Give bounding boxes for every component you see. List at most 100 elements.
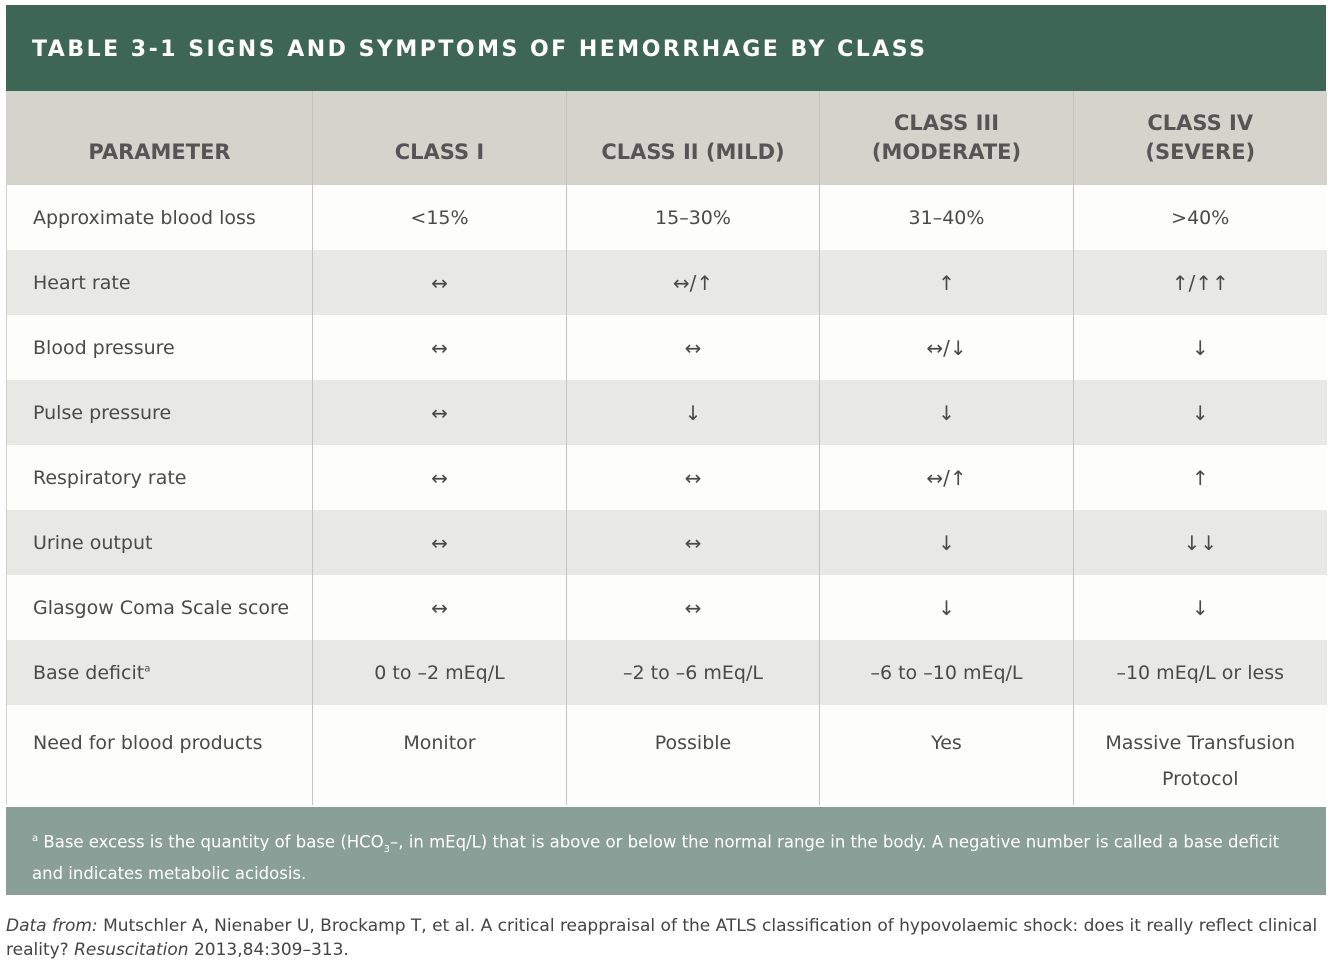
- column-header: CLASS III (MODERATE): [819, 91, 1074, 185]
- value-cell: ↓: [1073, 380, 1327, 445]
- value-cell: 0 to –2 mEq/L: [312, 640, 567, 705]
- value-cell: Monitor: [312, 705, 567, 805]
- cell-text: ↑: [938, 270, 955, 295]
- value-cell: –10 mEq/L or less: [1073, 640, 1327, 705]
- citation-journal: Resuscitation: [74, 940, 189, 960]
- cell-text: ↓: [1191, 400, 1209, 425]
- cell-text: Possible: [654, 732, 732, 754]
- parameter-cell: Approximate blood loss: [6, 185, 313, 250]
- cell-text: ↔: [431, 335, 448, 360]
- cell-text: Need for blood products: [33, 732, 263, 754]
- cell-text: Monitor: [403, 732, 476, 754]
- parameter-cell: Glasgow Coma Scale score: [6, 575, 313, 640]
- cell-text: –10 mEq/L or less: [1116, 661, 1285, 684]
- table-row: Pulse pressure ↔ ↓ ↓ ↓: [6, 380, 1327, 445]
- value-cell: ↔: [312, 575, 567, 640]
- citation-details: 2013,84:309–313.: [188, 940, 349, 960]
- cell-text: ↔: [431, 400, 448, 425]
- cell-text: ↔: [684, 530, 702, 555]
- value-cell: ↔/↑: [566, 250, 820, 315]
- value-cell: ↔: [312, 380, 567, 445]
- column-header: CLASS IV (SEVERE): [1073, 91, 1327, 185]
- cell-text: –6 to –10 mEq/L: [870, 661, 1023, 684]
- value-cell: ↔: [566, 510, 820, 575]
- value-cell: ↑: [1073, 445, 1327, 510]
- footnote-ref: a: [144, 663, 151, 675]
- parameter-cell: Pulse pressure: [6, 380, 313, 445]
- cell-text: <15%: [410, 206, 469, 229]
- cell-text: ↑/↑↑: [1171, 270, 1229, 295]
- value-cell: Massive Transfusion Protocol: [1073, 705, 1327, 805]
- cell-text: ↔/↑: [926, 465, 967, 490]
- value-cell: ↔: [312, 510, 567, 575]
- cell-text: Base deficit: [33, 661, 145, 684]
- value-cell: ↓↓: [1073, 510, 1327, 575]
- cell-text: Respiratory rate: [33, 466, 187, 489]
- cell-text: Urine output: [33, 531, 153, 554]
- parameter-cell: Blood pressure: [6, 315, 313, 380]
- value-cell: ↓: [819, 510, 1074, 575]
- table-row: Urine output ↔ ↔ ↓ ↓↓: [6, 510, 1327, 575]
- value-cell: ↔: [566, 575, 820, 640]
- value-cell: ↓: [819, 380, 1074, 445]
- value-cell: ↑/↑↑: [1073, 250, 1327, 315]
- header-row: PARAMETER CLASS I CLASS II (MILD) CLASS III…: [6, 91, 1327, 185]
- cell-text: ↑: [1191, 465, 1209, 490]
- citation-label: Data from:: [6, 916, 98, 936]
- value-cell: ↓: [566, 380, 820, 445]
- cell-text: ↓: [684, 400, 702, 425]
- table-title: TABLE 3-1 SIGNS AND SYMPTOMS OF HEMORRHA…: [6, 5, 1326, 91]
- value-cell: ↔/↑: [819, 445, 1074, 510]
- value-cell: Yes: [819, 705, 1074, 805]
- value-cell: Possible: [566, 705, 820, 805]
- value-cell: ↓: [1073, 575, 1327, 640]
- cell-text: Yes: [931, 732, 962, 754]
- parameter-cell: Respiratory rate: [6, 445, 313, 510]
- value-cell: –2 to –6 mEq/L: [566, 640, 820, 705]
- value-cell: ↔: [312, 315, 567, 380]
- value-cell: ↔: [312, 445, 567, 510]
- value-cell: ↔/↓: [819, 315, 1074, 380]
- column-header: PARAMETER: [6, 91, 313, 185]
- cell-text: ↔: [431, 530, 448, 555]
- table-row: Need for blood products Monitor Possible Ye…: [6, 705, 1327, 805]
- footnote-subscript: 3: [383, 843, 391, 855]
- footnote-text: Base excess is the quantity of base (HCO: [38, 832, 384, 852]
- cell-text: ↔/↑: [672, 270, 714, 295]
- hemorrhage-table: PARAMETER CLASS I CLASS II (MILD) CLASS III…: [6, 91, 1327, 805]
- table-row: Approximate blood loss <15% 15–30% 31–40% >4…: [6, 185, 1327, 250]
- cell-text: ↓↓: [1183, 530, 1217, 555]
- cell-text: ↔: [684, 595, 702, 620]
- cell-text: Blood pressure: [33, 336, 175, 359]
- cell-text: ↔: [431, 270, 448, 295]
- cell-text: ↔: [684, 465, 702, 490]
- footnote-text-cont: –, in mEq/L) that is above or below the …: [32, 832, 1280, 883]
- table-row: Blood pressure ↔ ↔ ↔/↓ ↓: [6, 315, 1327, 380]
- table-row: Glasgow Coma Scale score ↔ ↔ ↓ ↓: [6, 575, 1327, 640]
- value-cell: ↑: [819, 250, 1074, 315]
- value-cell: ↔: [566, 445, 820, 510]
- value-cell: ↓: [1073, 315, 1327, 380]
- cell-text: 0 to –2 mEq/L: [374, 661, 505, 684]
- footnote: a Base excess is the quantity of base (H…: [6, 807, 1326, 895]
- value-cell: –6 to –10 mEq/L: [819, 640, 1074, 705]
- cell-text: ↓: [938, 400, 955, 425]
- table-row: Respiratory rate ↔ ↔ ↔/↑ ↑: [6, 445, 1327, 510]
- cell-text: Massive Transfusion Protocol: [1105, 732, 1296, 790]
- footnote-marker: a: [32, 833, 39, 844]
- cell-text: Heart rate: [33, 271, 131, 294]
- value-cell: 31–40%: [819, 185, 1074, 250]
- cell-text: >40%: [1171, 206, 1230, 229]
- cell-text: ↔: [684, 335, 702, 360]
- cell-text: Pulse pressure: [33, 401, 172, 424]
- cell-text: ↓: [1191, 335, 1209, 360]
- cell-text: ↓: [938, 530, 955, 555]
- table-row: Base deficita 0 to –2 mEq/L –2 to –6 mEq/L…: [6, 640, 1327, 705]
- table-row: Heart rate ↔ ↔/↑ ↑ ↑/↑↑: [6, 250, 1327, 315]
- value-cell: <15%: [312, 185, 567, 250]
- cell-text: –2 to –6 mEq/L: [623, 661, 763, 684]
- cell-text: ↓: [938, 595, 955, 620]
- column-header: CLASS II (MILD): [566, 91, 820, 185]
- parameter-cell: Heart rate: [6, 250, 313, 315]
- value-cell: ↔: [566, 315, 820, 380]
